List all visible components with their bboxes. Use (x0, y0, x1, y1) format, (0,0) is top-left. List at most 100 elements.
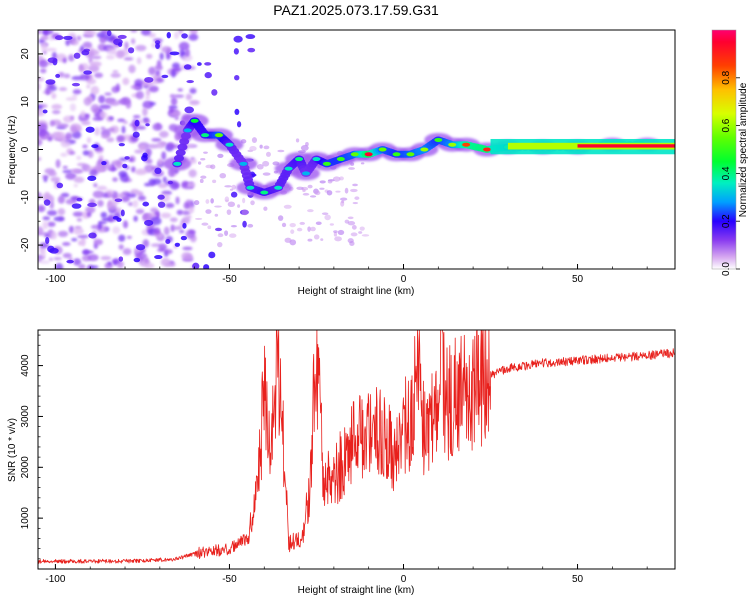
noise-speckle (38, 258, 42, 262)
ridge-peak (215, 133, 224, 138)
noise-speckle (161, 46, 172, 53)
noise-speckle (89, 265, 99, 269)
noise-speckle (38, 59, 49, 68)
x-tick-label: -100 (45, 574, 65, 585)
noise-speckle (145, 95, 150, 100)
noise-speckle (197, 161, 202, 165)
noise-speckle (72, 211, 84, 217)
noise-speckle (83, 97, 92, 106)
noise-speckle (123, 57, 134, 61)
noise-speckle (41, 249, 46, 259)
noise-speckle (115, 83, 121, 92)
noise-speckle (178, 41, 190, 51)
noise-speckle (135, 244, 146, 251)
noise-speckle (217, 153, 224, 158)
noise-speckle (212, 179, 217, 184)
noise-speckle (136, 125, 146, 130)
noise-speckle (309, 195, 317, 198)
noise-speckle (48, 170, 57, 177)
noise-speckle (73, 227, 84, 235)
noise-speckle (56, 182, 64, 189)
noise-speckle (165, 202, 175, 209)
x-tick-label: -100 (45, 274, 65, 285)
noise-speckle (154, 40, 161, 45)
noise-speckle (144, 256, 149, 264)
noise-speckle (340, 197, 348, 201)
noise-speckle (354, 196, 360, 200)
noise-speckle (87, 49, 100, 56)
noise-speckle (118, 142, 125, 147)
noise-speckle (53, 216, 65, 222)
noise-speckle (249, 146, 257, 152)
noise-speckle (283, 204, 292, 209)
ridge-body (177, 143, 188, 151)
noise-speckle (144, 164, 155, 173)
noise-speckle (171, 226, 183, 231)
ridge-peak (462, 142, 471, 147)
noise-speckle (86, 78, 97, 85)
noise-speckle (153, 227, 161, 235)
noise-speckle (124, 156, 130, 160)
noise-speckle (231, 184, 236, 190)
noise-speckle (154, 255, 163, 260)
noise-speckle (122, 248, 132, 255)
noise-speckle (176, 209, 184, 216)
y-tick-label: -10 (20, 190, 31, 205)
noise-speckle (71, 238, 78, 242)
noise-speckle (150, 243, 162, 248)
noise-speckle (178, 30, 184, 35)
noise-speckle (112, 215, 119, 220)
noise-speckle (128, 157, 134, 162)
noise-speckle (144, 76, 154, 83)
noise-speckle (38, 260, 51, 264)
noise-speckle (106, 54, 115, 60)
noise-speckle (174, 116, 179, 121)
noise-speckle (188, 229, 196, 235)
noise-speckle (189, 87, 197, 94)
noise-speckle (80, 110, 86, 118)
noise-speckle (242, 197, 246, 204)
noise-speckle (347, 221, 356, 226)
noise-speckle (201, 222, 209, 226)
y-tick-label: -20 (20, 237, 31, 252)
chart-title: PAZ1.2025.073.17.59.G31 (273, 2, 439, 18)
ridge-peak (190, 118, 199, 123)
noise-speckle (127, 202, 134, 206)
noise-speckle (42, 175, 49, 179)
noise-speckle (112, 70, 119, 74)
noise-speckle (262, 160, 270, 167)
noise-speckle (42, 109, 48, 114)
noise-speckle (97, 199, 104, 207)
noise-speckle (101, 161, 107, 166)
noise-speckle (348, 167, 355, 170)
noise-speckle (86, 84, 91, 89)
noise-speckle (124, 41, 129, 50)
noise-speckle (174, 31, 179, 40)
ridge-peak (350, 152, 359, 157)
noise-speckle (49, 120, 55, 127)
noise-speckle (167, 180, 174, 185)
noise-speckle (352, 183, 358, 187)
noise-speckle (208, 251, 216, 259)
noise-speckle (104, 97, 111, 104)
noise-speckle (106, 30, 112, 37)
noise-speckle (58, 87, 68, 92)
colorbar-tick-label: 0.6 (721, 118, 732, 132)
noise-speckle (69, 150, 76, 155)
ridge-peak (483, 147, 492, 152)
noise-speckle (194, 217, 203, 220)
noise-speckle (159, 130, 169, 138)
noise-speckle (88, 232, 97, 239)
noise-speckle (165, 239, 171, 244)
noise-speckle (154, 167, 162, 175)
noise-speckle (53, 257, 62, 261)
noise-speckle (51, 110, 61, 115)
noise-speckle (42, 193, 52, 202)
noise-speckle (224, 185, 232, 188)
noise-speckle (104, 92, 112, 96)
noise-speckle (46, 210, 58, 216)
noise-speckle (214, 213, 219, 217)
noise-speckle (116, 50, 125, 59)
noise-speckle (130, 30, 138, 33)
noise-speckle (142, 213, 152, 222)
